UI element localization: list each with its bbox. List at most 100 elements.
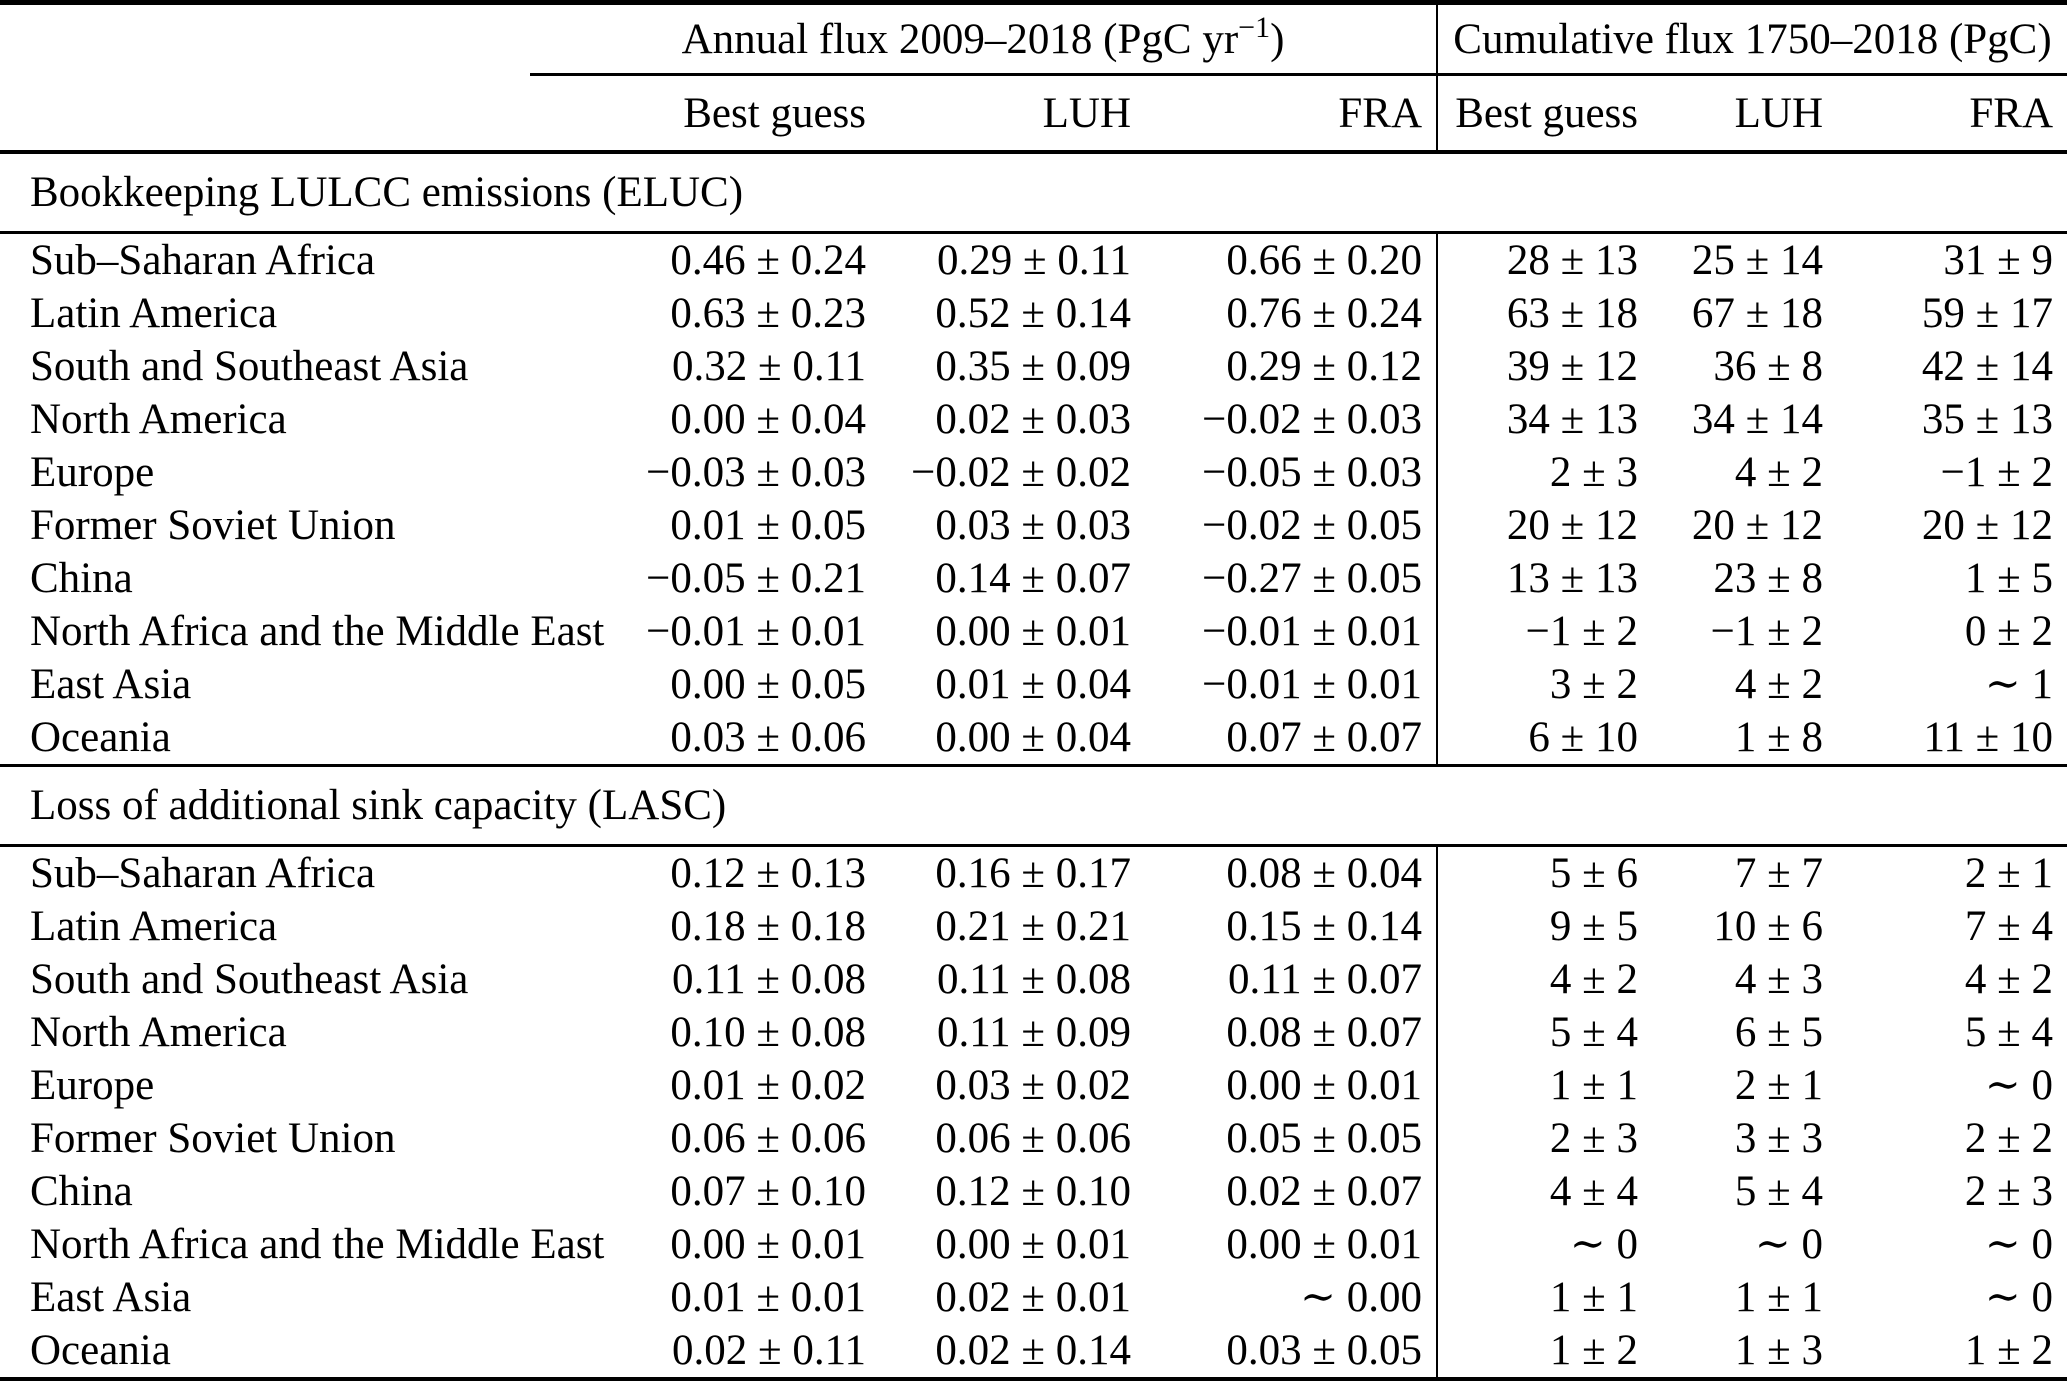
cumulative-best-guess-value: 13 ± 13 bbox=[1506, 555, 1638, 602]
cumulative-best-guess-value: 34 ± 13 bbox=[1506, 396, 1638, 443]
corner-cell bbox=[0, 3, 530, 75]
table-row: North Africa and the Middle East −0.01 ±… bbox=[0, 605, 2067, 658]
table-row: South and Southeast Asia 0.32 ± 0.11 0.3… bbox=[0, 340, 2067, 393]
annual-best-guess-value: 0.00 ± 0.01 bbox=[670, 1221, 866, 1268]
table-row: Oceania 0.02 ± 0.11 0.02 ± 0.14 0.03 ± 0… bbox=[0, 1324, 2067, 1380]
cumulative-fra-value: 31 ± 9 bbox=[1943, 237, 2053, 284]
annual-fra-value: −0.01 ± 0.01 bbox=[1145, 658, 1438, 711]
cumulative-best-guess-value: 28 ± 13 bbox=[1506, 237, 1638, 284]
section-title-row: Loss of additional sink capacity (LASC) bbox=[0, 765, 2067, 847]
cumulative-best-guess-value: 1 ± 2 bbox=[1549, 1327, 1638, 1374]
cumulative-fra-value: 20 ± 12 bbox=[1921, 502, 2053, 549]
cumulative-best-guess-value: 5 ± 4 bbox=[1549, 1009, 1638, 1056]
cumulative-best-guess-value: 1 ± 1 bbox=[1549, 1062, 1638, 1109]
table-row: East Asia 0.01 ± 0.01 0.02 ± 0.01 ∼ 0.00… bbox=[0, 1271, 2067, 1324]
annual-fra-value: 0.07 ± 0.07 bbox=[1145, 711, 1438, 766]
annual-best-guess-value: 0.01 ± 0.02 bbox=[670, 1062, 866, 1109]
annual-best-guess-value: −0.05 ± 0.21 bbox=[646, 555, 866, 602]
annual-fra-value: 0.15 ± 0.14 bbox=[1145, 900, 1438, 953]
annual-luh-value: −0.02 ± 0.02 bbox=[911, 449, 1131, 496]
cumulative-fra-value: 11 ± 10 bbox=[1923, 714, 2053, 761]
region-name: Europe bbox=[30, 449, 155, 496]
cumulative-luh-value: 36 ± 8 bbox=[1713, 343, 1823, 390]
region-name: North America bbox=[30, 396, 287, 443]
annual-fra-value: −0.27 ± 0.05 bbox=[1145, 552, 1438, 605]
cumulative-fra-value: 2 ± 3 bbox=[1964, 1168, 2053, 1215]
corner-cell bbox=[0, 74, 530, 154]
annual-fra-value: ∼ 0.00 bbox=[1145, 1271, 1438, 1324]
cumulative-luh-value: 1 ± 3 bbox=[1734, 1327, 1823, 1374]
annual-luh-value: 0.16 ± 0.17 bbox=[935, 850, 1131, 897]
cumulative-luh-value: 5 ± 4 bbox=[1734, 1168, 1823, 1215]
table-row: Sub–Saharan Africa 0.46 ± 0.24 0.29 ± 0.… bbox=[0, 232, 2067, 287]
annual-luh-value: 0.00 ± 0.01 bbox=[935, 608, 1131, 655]
table-row: South and Southeast Asia 0.11 ± 0.08 0.1… bbox=[0, 953, 2067, 1006]
annual-best-guess-value: −0.01 ± 0.01 bbox=[646, 608, 866, 655]
section-lasc: Loss of additional sink capacity (LASC) … bbox=[0, 765, 2067, 1380]
exponent-minus-one: −1 bbox=[1238, 10, 1271, 44]
annual-fra-value: −0.02 ± 0.03 bbox=[1145, 393, 1438, 446]
section-title-row: Bookkeeping LULCC emissions (ELUC) bbox=[0, 152, 2067, 234]
table-row: Latin America 0.63 ± 0.23 0.52 ± 0.14 0.… bbox=[0, 287, 2067, 340]
annual-fra-value: 0.00 ± 0.01 bbox=[1145, 1218, 1438, 1271]
cumulative-best-guess-value: 5 ± 6 bbox=[1549, 850, 1638, 897]
section-eluc: Bookkeeping LULCC emissions (ELUC) Sub–S… bbox=[0, 152, 2067, 766]
region-name: North Africa and the Middle East bbox=[30, 1221, 605, 1268]
annual-best-guess-header: Best guess bbox=[530, 74, 880, 154]
cumulative-luh-value: 3 ± 3 bbox=[1734, 1115, 1823, 1162]
region-name: Europe bbox=[30, 1062, 155, 1109]
region-name: Oceania bbox=[30, 1327, 171, 1374]
column-group-header-row: Annual flux 2009–2018 (PgC yr−1) Cumulat… bbox=[0, 2, 2067, 76]
annual-fra-value: −0.05 ± 0.03 bbox=[1145, 446, 1438, 499]
cumulative-luh-value: 67 ± 18 bbox=[1691, 290, 1823, 337]
annual-best-guess-value: 0.06 ± 0.06 bbox=[670, 1115, 866, 1162]
annual-luh-value: 0.14 ± 0.07 bbox=[935, 555, 1131, 602]
annual-fra-value: 0.08 ± 0.04 bbox=[1145, 845, 1438, 900]
cumulative-fra-value: 1 ± 5 bbox=[1964, 555, 2053, 602]
table-row: North Africa and the Middle East 0.00 ± … bbox=[0, 1218, 2067, 1271]
cumulative-fra-value: ∼ 0 bbox=[1984, 1062, 2053, 1109]
annual-luh-value: 0.03 ± 0.03 bbox=[935, 502, 1131, 549]
cumulative-luh-value: 34 ± 14 bbox=[1691, 396, 1823, 443]
annual-flux-label-close: ) bbox=[1270, 15, 1285, 63]
annual-luh-value: 0.03 ± 0.02 bbox=[935, 1062, 1131, 1109]
annual-best-guess-value: 0.18 ± 0.18 bbox=[670, 903, 866, 950]
cumulative-fra-value: 0 ± 2 bbox=[1964, 608, 2053, 655]
region-name: Latin America bbox=[30, 903, 278, 950]
cumulative-best-guess-value: 2 ± 3 bbox=[1549, 449, 1638, 496]
cumulative-best-guess-value: 1 ± 1 bbox=[1549, 1274, 1638, 1321]
region-name: South and Southeast Asia bbox=[30, 343, 469, 390]
cumulative-best-guess-value: 20 ± 12 bbox=[1506, 502, 1638, 549]
cumulative-best-guess-value: −1 ± 2 bbox=[1525, 608, 1638, 655]
cumulative-luh-value: 2 ± 1 bbox=[1734, 1062, 1823, 1109]
cumulative-fra-value: 5 ± 4 bbox=[1964, 1009, 2053, 1056]
annual-fra-value: 0.00 ± 0.01 bbox=[1145, 1059, 1438, 1112]
section-title: Loss of additional sink capacity (LASC) bbox=[0, 765, 2067, 847]
cumulative-best-guess-value: 63 ± 18 bbox=[1506, 290, 1638, 337]
annual-best-guess-value: 0.01 ± 0.05 bbox=[670, 502, 866, 549]
annual-luh-value: 0.01 ± 0.04 bbox=[935, 661, 1131, 708]
cumulative-luh-value: 10 ± 6 bbox=[1713, 903, 1823, 950]
annual-fra-value: 0.76 ± 0.24 bbox=[1145, 287, 1438, 340]
table-row: China −0.05 ± 0.21 0.14 ± 0.07 −0.27 ± 0… bbox=[0, 552, 2067, 605]
annual-best-guess-value: −0.03 ± 0.03 bbox=[646, 449, 866, 496]
region-name: Former Soviet Union bbox=[30, 502, 396, 549]
cumulative-fra-value: ∼ 0 bbox=[1984, 1274, 2053, 1321]
table-row: Sub–Saharan Africa 0.12 ± 0.13 0.16 ± 0.… bbox=[0, 845, 2067, 900]
region-name: China bbox=[30, 1168, 133, 1215]
region-name: North America bbox=[30, 1009, 287, 1056]
annual-luh-value: 0.21 ± 0.21 bbox=[935, 903, 1131, 950]
cumulative-best-guess-value: 9 ± 5 bbox=[1549, 903, 1638, 950]
sub-header-row: Best guess LUH FRA Best guess LUH FRA bbox=[0, 74, 2067, 154]
cumulative-luh-value: 20 ± 12 bbox=[1691, 502, 1823, 549]
annual-flux-group-header: Annual flux 2009–2018 (PgC yr−1) bbox=[530, 2, 1438, 76]
cumulative-fra-value: 2 ± 2 bbox=[1964, 1115, 2053, 1162]
cumulative-luh-value: 23 ± 8 bbox=[1713, 555, 1823, 602]
table-row: Europe −0.03 ± 0.03 −0.02 ± 0.02 −0.05 ±… bbox=[0, 446, 2067, 499]
cumulative-best-guess-value: 4 ± 2 bbox=[1549, 956, 1638, 1003]
annual-luh-value: 0.11 ± 0.09 bbox=[936, 1009, 1131, 1056]
cumulative-fra-value: ∼ 1 bbox=[1984, 661, 2053, 708]
annual-best-guess-value: 0.10 ± 0.08 bbox=[670, 1009, 866, 1056]
